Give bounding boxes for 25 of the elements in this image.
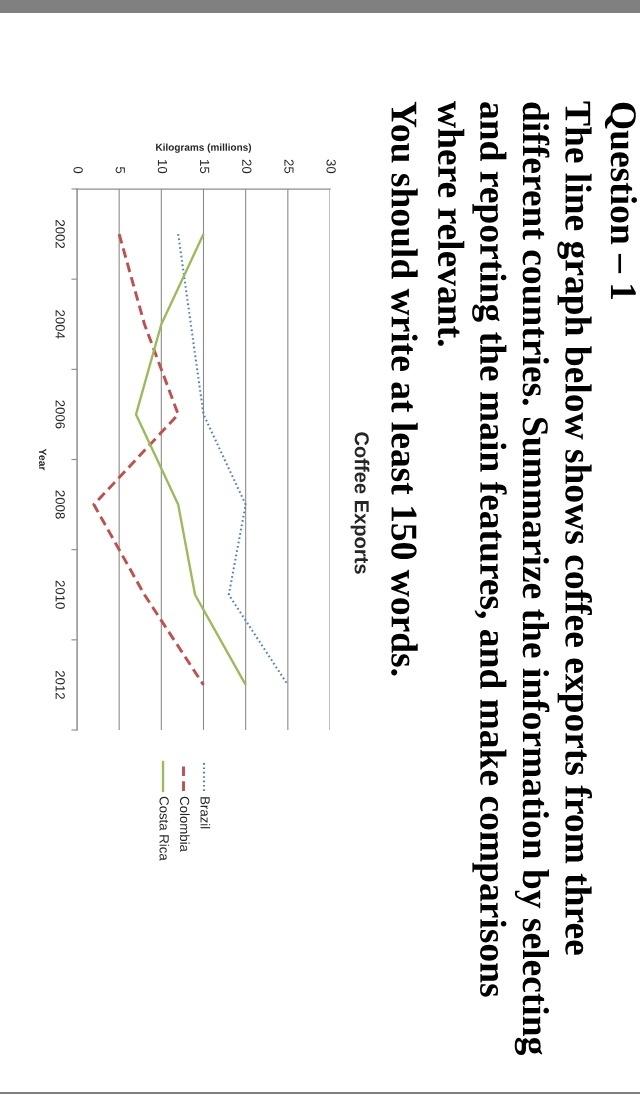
- line-series: [134, 232, 247, 687]
- y-tick-label: 2010: [55, 580, 65, 609]
- y-tick-label: 2004: [55, 310, 65, 339]
- text: Question – 1: [604, 102, 637, 300]
- y-tick-label: 2012: [55, 670, 65, 699]
- x-tick-label: 30: [326, 159, 336, 174]
- x-axis-title: Kilograms (millions): [156, 143, 252, 153]
- legend-label: Colombia: [179, 796, 190, 852]
- x-tick-label: 15: [199, 160, 210, 174]
- line-series: [92, 232, 205, 687]
- line-series: [177, 233, 289, 686]
- x-tick-label: 10: [157, 160, 168, 174]
- text: You should write at least 150 words.: [391, 101, 418, 676]
- legend-label: Brazil: [200, 797, 211, 829]
- text: Coffee Exports: [350, 432, 370, 574]
- x-tick-label: 5: [115, 166, 125, 174]
- y-tick-label: 2006: [55, 400, 65, 429]
- text: The line graph below shows coffee exports from three different countries. Summarize the information by selecting and reporting the main features, and make comparisons where relevant.: [437, 101, 592, 1056]
- y-tick-label: 2002: [55, 220, 65, 249]
- y-tick-label: 2008: [55, 490, 65, 519]
- x-tick-label: 20: [242, 159, 252, 174]
- y-axis-title: Year: [38, 448, 47, 471]
- x-tick-label: 25: [284, 159, 294, 174]
- x-tick-label: 0: [73, 166, 83, 174]
- legend-label: Costa Rica: [159, 796, 170, 861]
